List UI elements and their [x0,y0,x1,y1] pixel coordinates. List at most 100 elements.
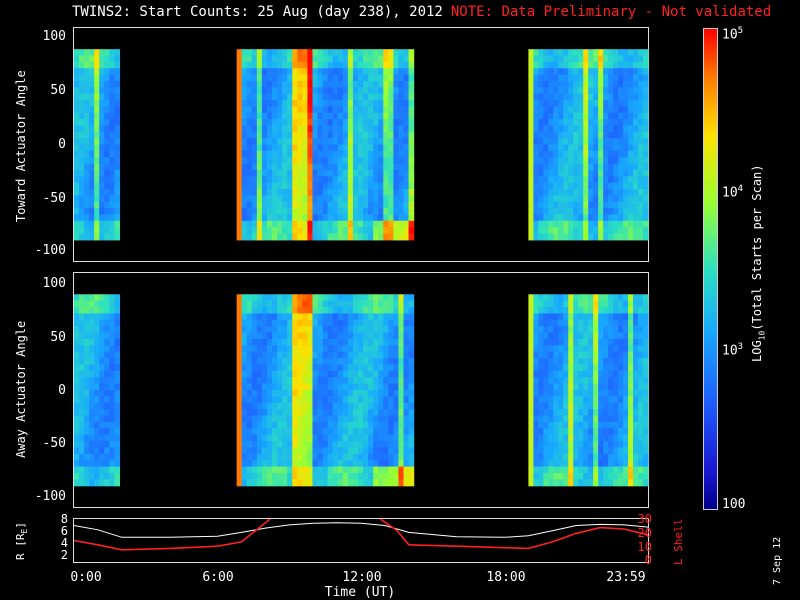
heatmap-cell [563,326,569,334]
heatmap-cell [114,351,121,359]
heatmap-cell [79,150,85,158]
heatmap-cell [297,87,303,95]
heatmap-cell [583,55,589,63]
heatmap-cell [332,441,339,449]
heatmap-cell [628,434,634,442]
heatmap-cell [643,421,649,429]
heatmap-cell [558,157,564,165]
heatmap-cell [84,472,90,480]
heatmap-cell [633,163,639,171]
heatmap-cell [388,338,394,346]
heatmap-cell [568,428,574,436]
heatmap-cell [256,396,263,404]
heatmap-cell [282,201,288,209]
heatmap-cell [282,358,288,366]
heatmap-cell [588,434,594,442]
heatmap-cell [352,49,359,57]
heatmap-cell [282,396,288,404]
heatmap-cell [558,61,564,69]
heatmap-cell [543,188,549,196]
heatmap-cell [368,396,374,404]
heatmap-cell [538,383,544,391]
heatmap-cell [317,332,324,340]
heatmap-cell [277,227,283,235]
heatmap-cell [633,61,639,69]
heatmap-cell [563,402,569,410]
heatmap-cell [307,195,314,203]
heatmap-cell [533,144,539,152]
heatmap-cell [302,131,309,139]
heatmap-cell [317,460,324,468]
heatmap-cell [272,332,278,340]
heatmap-cell [378,112,384,120]
heatmap-cell [393,421,400,429]
heatmap-cell [236,466,243,474]
heatmap-cell [292,100,298,107]
heatmap-cell [403,176,410,184]
heatmap-cell [317,112,324,120]
heatmap-cell [608,208,614,215]
heatmap-cell [528,214,534,222]
heatmap-cell [114,220,121,228]
heatmap-cell [558,233,564,241]
heatmap-cell [543,377,549,385]
heatmap-cell [638,112,644,120]
heatmap-cell [618,169,624,177]
heatmap-cell [558,460,564,468]
heatmap-cell [297,220,303,228]
heatmap-cell [618,409,624,417]
heatmap-cell [528,447,534,455]
heatmap-cell [236,396,243,404]
heatmap-cell [363,326,369,334]
heatmap-cell [548,377,554,385]
heatmap-cell [241,233,248,241]
heatmap-cell [558,131,564,139]
heatmap-cell [403,383,410,391]
heatmap-cell [618,434,624,442]
orbit-ytick-right: 20 [637,526,652,540]
heatmap-cell [104,144,110,152]
heatmap-cell [317,447,324,455]
heatmap-cell [266,163,273,171]
heatmap-cell [327,182,334,190]
heatmap-cell [603,49,609,57]
heatmap-cell [373,338,379,346]
heatmap-cell [388,227,394,235]
heatmap-cell [246,131,253,139]
heatmap-cell [623,55,629,63]
heatmap-cell [378,358,384,366]
heatmap-cell [598,208,604,215]
heatmap-cell [357,338,364,346]
heatmap-cell [558,345,564,353]
heatmap-cell [109,294,115,302]
heatmap-cell [628,313,634,321]
heatmap-cell [256,87,263,95]
heatmap-cell [307,377,314,385]
heatmap-cell [363,396,369,404]
heatmap-cell [383,100,389,107]
heatmap-cell [312,112,319,120]
heatmap-cell [347,227,354,235]
heatmap-cell [99,214,105,222]
heatmap-cell [548,294,554,302]
heatmap-cell [398,55,405,63]
heatmap-cell [74,307,80,315]
heatmap-cell [89,188,95,196]
heatmap-cell [588,68,594,76]
heatmap-cell [292,434,298,442]
heatmap-cell [553,163,559,171]
heatmap-cell [608,326,614,334]
heatmap-cell [383,55,389,63]
heatmap-cell [302,332,309,340]
heatmap-cell [251,195,258,203]
heatmap-cell [568,453,574,461]
heatmap-cell [548,68,554,76]
heatmap-cell [613,370,619,378]
heatmap-cell [628,144,634,152]
heatmap-cell [543,300,549,308]
heatmap-cell [297,370,303,378]
heatmap-cell [337,453,344,461]
heatmap-cell [638,358,644,366]
heatmap-cell [104,402,110,410]
heatmap-cell [287,157,293,165]
